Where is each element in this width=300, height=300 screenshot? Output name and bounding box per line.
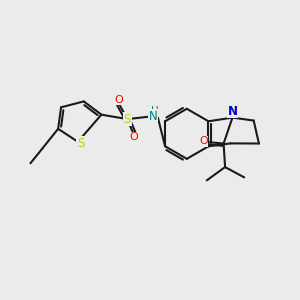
Text: N: N bbox=[227, 105, 237, 118]
Text: H: H bbox=[152, 106, 159, 116]
Text: N: N bbox=[148, 110, 157, 123]
Text: O: O bbox=[199, 136, 208, 146]
Text: S: S bbox=[124, 112, 131, 126]
Text: O: O bbox=[114, 94, 123, 105]
Text: S: S bbox=[77, 137, 85, 150]
Text: O: O bbox=[129, 132, 138, 142]
